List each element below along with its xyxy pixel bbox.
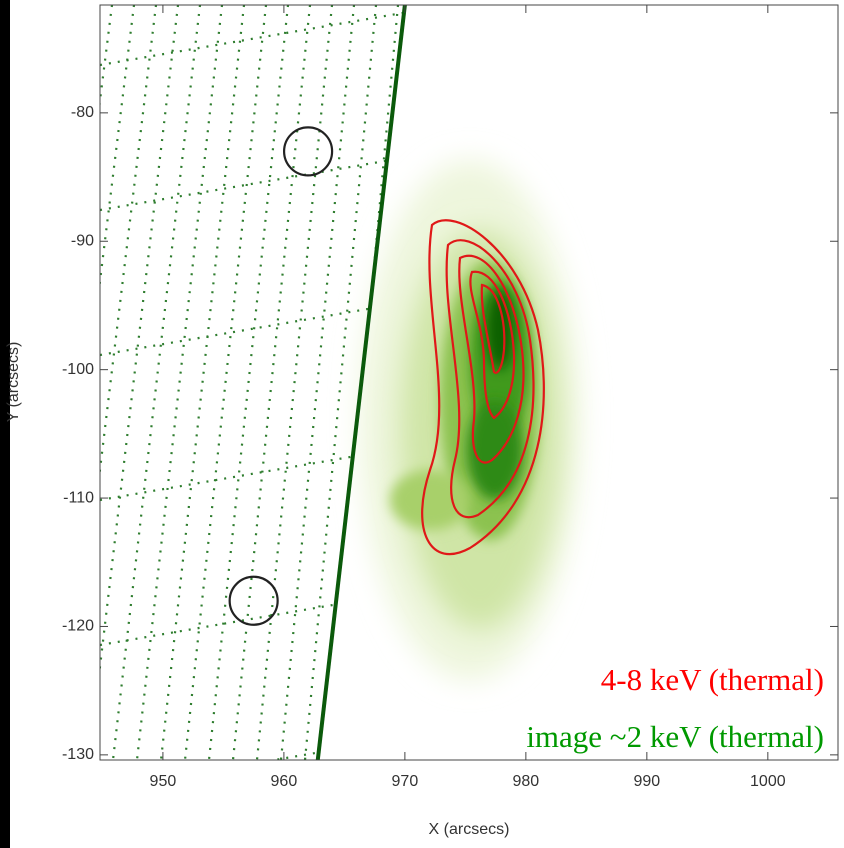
y-tick-label: -90: [71, 232, 94, 249]
grid-parallel: [100, 733, 405, 760]
annotation: image ~2 keV (thermal): [526, 719, 824, 754]
y-tick-label: -110: [63, 489, 94, 506]
x-tick-label: 960: [271, 773, 298, 790]
edge-strip: [0, 0, 10, 848]
marker-circle: [228, 575, 279, 626]
y-tick-label: -80: [71, 104, 94, 121]
annotation: 4-8 keV (thermal): [601, 662, 824, 697]
x-tick-label: 990: [633, 773, 660, 790]
x-tick-label: 980: [513, 773, 540, 790]
grid-meridian: [100, 5, 180, 760]
grid-meridian: [231, 5, 312, 760]
grid-meridian: [159, 5, 246, 760]
x-tick-label: 1000: [750, 773, 786, 790]
x-axis-label: X (arcsecs): [429, 821, 510, 838]
marker-circle: [282, 126, 334, 177]
grid-parallel: [100, 153, 405, 212]
x-tick-label: 950: [150, 773, 177, 790]
y-axis-label: Y (arcsecs): [5, 342, 22, 423]
grid-meridian: [255, 5, 334, 760]
plot-frame: [99, 4, 839, 761]
contours: [421, 219, 545, 556]
heatmap: [360, 160, 580, 680]
grid-meridian: [100, 5, 136, 760]
limb: [315, 5, 407, 760]
grid-meridian: [135, 5, 224, 760]
grid-meridian: [183, 5, 268, 760]
y-tick-label: -120: [62, 618, 94, 635]
plot-area: [100, 5, 580, 760]
grid-meridian: [100, 5, 158, 760]
grid-meridian: [279, 5, 356, 760]
grid-meridian: [207, 5, 290, 760]
grid-parallel: [100, 8, 405, 67]
grid-parallel: [100, 588, 405, 647]
grid-meridian: [100, 5, 114, 760]
grid-meridian: [111, 5, 202, 760]
y-tick-label: -100: [62, 361, 94, 378]
grid-parallel: [100, 298, 405, 357]
y-tick-label: -130: [62, 746, 94, 763]
x-tick-label: 970: [392, 773, 419, 790]
grid-meridian: [303, 5, 378, 760]
